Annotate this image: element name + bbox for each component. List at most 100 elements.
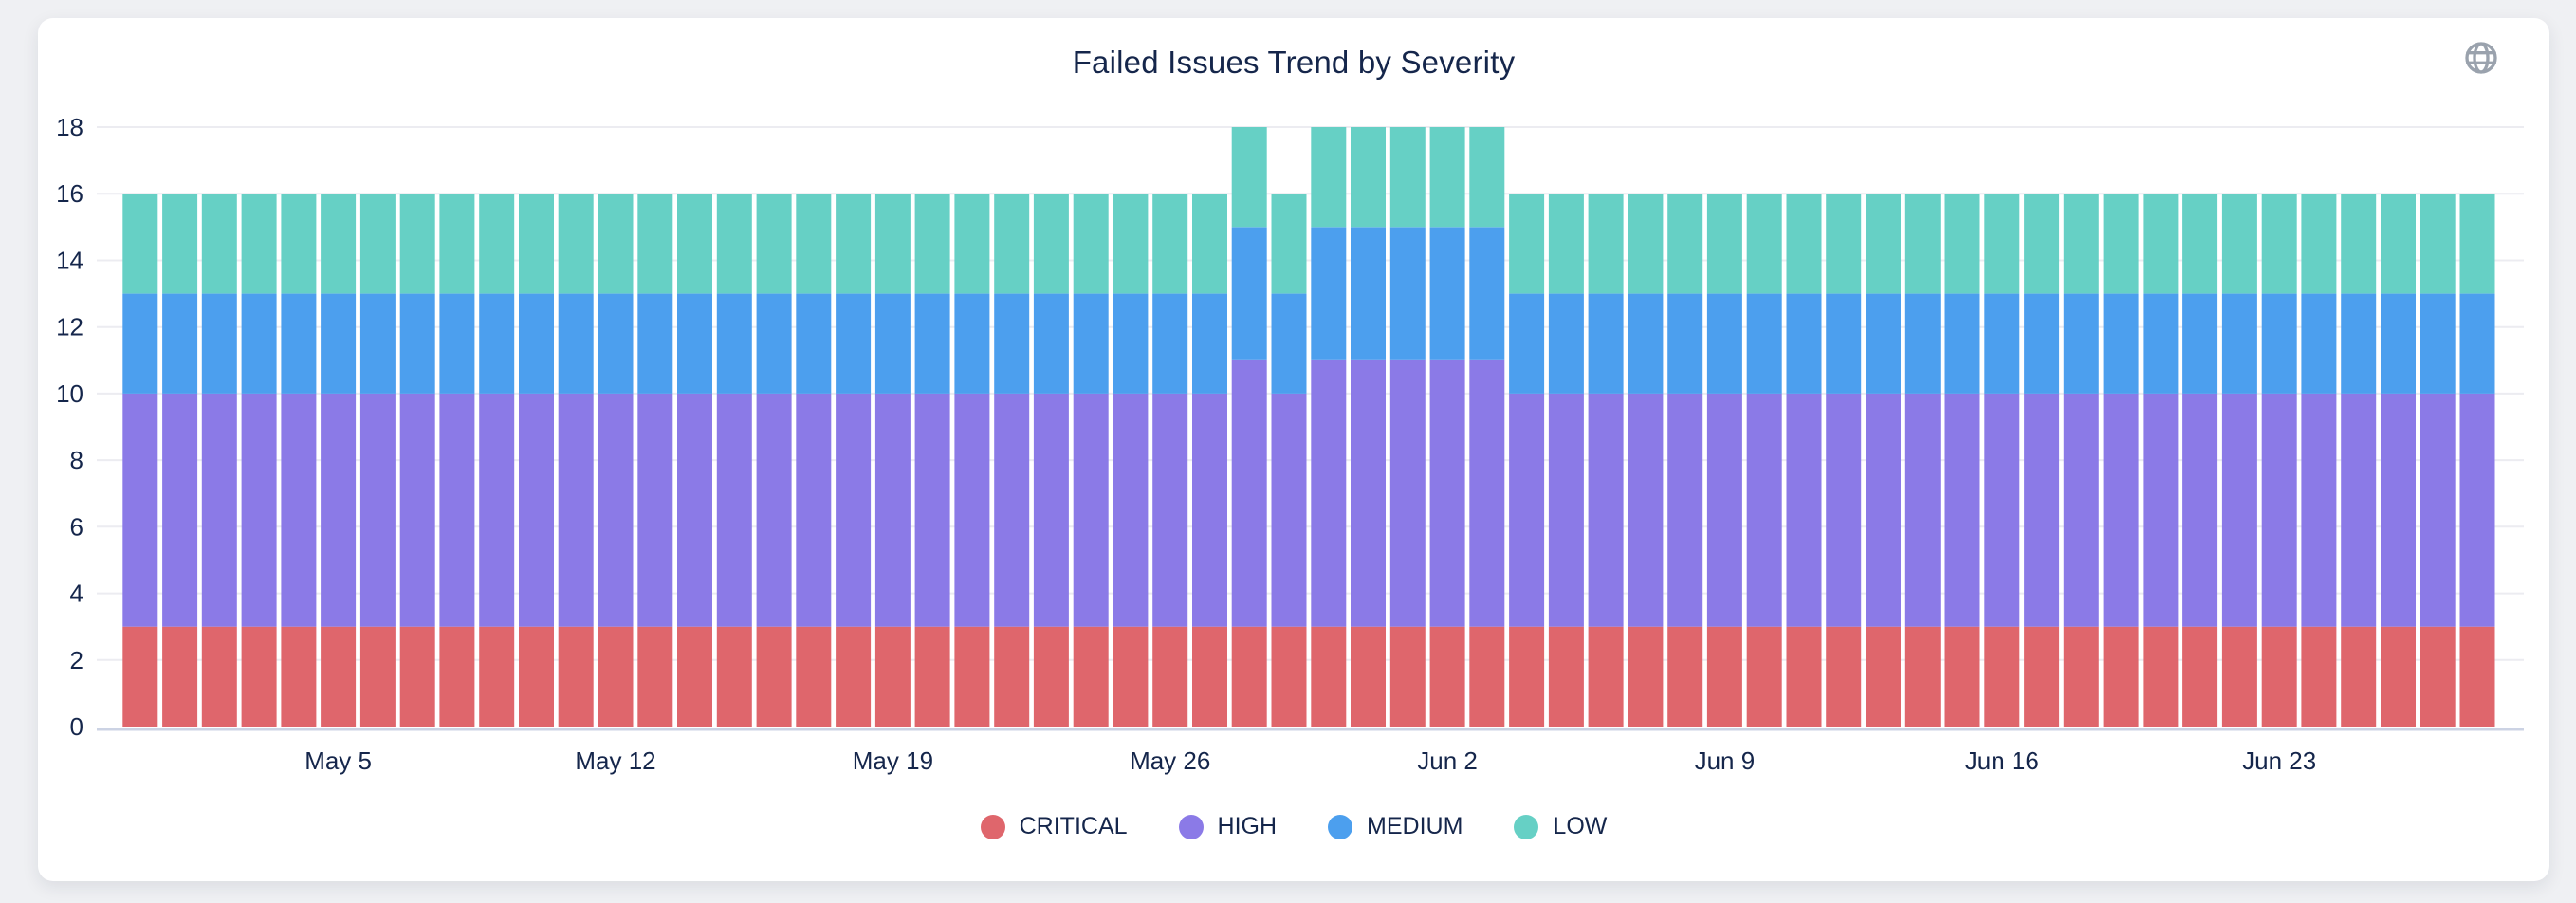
bar-segment-high[interactable] xyxy=(1192,393,1227,627)
bar-segment-medium[interactable] xyxy=(677,293,712,394)
bar-segment-high[interactable] xyxy=(2063,393,2099,627)
bar-segment-low[interactable] xyxy=(1746,194,1782,294)
bar-segment-medium[interactable] xyxy=(756,293,792,394)
bar-segment-critical[interactable] xyxy=(1984,626,2020,727)
bar-segment-high[interactable] xyxy=(914,393,950,627)
bar-segment-critical[interactable] xyxy=(2103,626,2139,727)
bar-segment-critical[interactable] xyxy=(1548,626,1584,727)
bar-segment-critical[interactable] xyxy=(836,626,872,727)
bar-segment-high[interactable] xyxy=(479,393,515,627)
bar-segment-low[interactable] xyxy=(598,194,634,294)
bar-segment-low[interactable] xyxy=(1628,194,1664,294)
bar-segment-critical[interactable] xyxy=(1826,626,1862,727)
bar-segment-low[interactable] xyxy=(519,194,554,294)
bar-segment-low[interactable] xyxy=(2221,194,2257,294)
bar-segment-medium[interactable] xyxy=(1351,227,1386,360)
bar-segment-critical[interactable] xyxy=(321,626,357,727)
bar-segment-medium[interactable] xyxy=(637,293,673,394)
bar-segment-medium[interactable] xyxy=(1271,293,1307,394)
bar-segment-low[interactable] xyxy=(2063,194,2099,294)
bar-segment-high[interactable] xyxy=(2103,393,2139,627)
bar-segment-low[interactable] xyxy=(796,194,832,294)
bar-segment-low[interactable] xyxy=(1073,194,1109,294)
bar-segment-critical[interactable] xyxy=(1667,626,1703,727)
bar-segment-low[interactable] xyxy=(677,194,712,294)
bar-segment-low[interactable] xyxy=(2341,194,2377,294)
bar-segment-high[interactable] xyxy=(1628,393,1664,627)
bar-segment-critical[interactable] xyxy=(1192,626,1227,727)
bar-segment-high[interactable] xyxy=(1509,393,1545,627)
bar-segment-low[interactable] xyxy=(2103,194,2139,294)
bar-segment-high[interactable] xyxy=(677,393,712,627)
bar-segment-high[interactable] xyxy=(756,393,792,627)
bar-segment-high[interactable] xyxy=(954,393,990,627)
bar-segment-medium[interactable] xyxy=(359,293,396,394)
bar-segment-high[interactable] xyxy=(1786,393,1822,627)
bar-segment-medium[interactable] xyxy=(558,293,594,394)
bar-segment-medium[interactable] xyxy=(479,293,515,394)
bar-segment-medium[interactable] xyxy=(914,293,950,394)
bar-segment-critical[interactable] xyxy=(359,626,396,727)
bar-segment-low[interactable] xyxy=(201,194,237,294)
bar-segment-low[interactable] xyxy=(1667,194,1703,294)
bar-segment-low[interactable] xyxy=(994,194,1030,294)
bar-segment-medium[interactable] xyxy=(2103,293,2139,394)
bar-segment-medium[interactable] xyxy=(1826,293,1862,394)
bar-segment-high[interactable] xyxy=(1944,393,1980,627)
bar-segment-low[interactable] xyxy=(479,194,515,294)
bar-segment-medium[interactable] xyxy=(1509,293,1545,394)
bar-segment-medium[interactable] xyxy=(2024,293,2060,394)
bar-segment-critical[interactable] xyxy=(1311,626,1347,727)
bar-segment-high[interactable] xyxy=(1113,393,1149,627)
bar-segment-low[interactable] xyxy=(1152,194,1188,294)
bar-segment-high[interactable] xyxy=(2221,393,2257,627)
bar-segment-low[interactable] xyxy=(281,194,317,294)
bar-segment-medium[interactable] xyxy=(598,293,634,394)
legend-item-low[interactable]: LOW xyxy=(1514,813,1607,840)
bar-segment-medium[interactable] xyxy=(399,293,435,394)
legend-item-critical[interactable]: CRITICAL xyxy=(980,813,1128,840)
bar-segment-medium[interactable] xyxy=(1389,227,1426,360)
bar-segment-critical[interactable] xyxy=(1351,626,1386,727)
bar-segment-medium[interactable] xyxy=(1944,293,1980,394)
bar-segment-critical[interactable] xyxy=(1033,626,1069,727)
bar-segment-high[interactable] xyxy=(2182,393,2218,627)
bar-segment-high[interactable] xyxy=(241,393,277,627)
bar-segment-high[interactable] xyxy=(874,393,911,627)
bar-segment-high[interactable] xyxy=(836,393,872,627)
bar-segment-low[interactable] xyxy=(1944,194,1980,294)
bar-segment-critical[interactable] xyxy=(1271,626,1307,727)
bar-segment-low[interactable] xyxy=(2420,194,2456,294)
bar-segment-low[interactable] xyxy=(1033,194,1069,294)
bar-segment-critical[interactable] xyxy=(1469,626,1505,727)
bar-segment-high[interactable] xyxy=(1984,393,2020,627)
bar-segment-low[interactable] xyxy=(1389,127,1426,228)
bar-segment-medium[interactable] xyxy=(2221,293,2257,394)
bar-segment-high[interactable] xyxy=(1033,393,1069,627)
bar-segment-high[interactable] xyxy=(1469,359,1505,627)
bar-segment-critical[interactable] xyxy=(1904,626,1941,727)
bar-segment-critical[interactable] xyxy=(874,626,911,727)
bar-segment-high[interactable] xyxy=(359,393,396,627)
bar-segment-critical[interactable] xyxy=(162,626,198,727)
bar-segment-low[interactable] xyxy=(1786,194,1822,294)
bar-segment-critical[interactable] xyxy=(439,626,475,727)
bar-segment-medium[interactable] xyxy=(162,293,198,394)
bar-segment-high[interactable] xyxy=(1904,393,1941,627)
bar-segment-critical[interactable] xyxy=(122,626,158,727)
bar-segment-low[interactable] xyxy=(1351,127,1386,228)
bar-segment-critical[interactable] xyxy=(914,626,950,727)
bar-segment-critical[interactable] xyxy=(201,626,237,727)
bar-segment-critical[interactable] xyxy=(598,626,634,727)
bar-segment-critical[interactable] xyxy=(399,626,435,727)
bar-segment-high[interactable] xyxy=(2420,393,2456,627)
bar-segment-low[interactable] xyxy=(2261,194,2297,294)
bar-segment-critical[interactable] xyxy=(281,626,317,727)
bar-segment-critical[interactable] xyxy=(756,626,792,727)
bar-segment-critical[interactable] xyxy=(1746,626,1782,727)
bar-segment-critical[interactable] xyxy=(2182,626,2218,727)
bar-segment-high[interactable] xyxy=(1271,393,1307,627)
bar-segment-medium[interactable] xyxy=(1866,293,1901,394)
bar-segment-medium[interactable] xyxy=(954,293,990,394)
bar-segment-high[interactable] xyxy=(321,393,357,627)
